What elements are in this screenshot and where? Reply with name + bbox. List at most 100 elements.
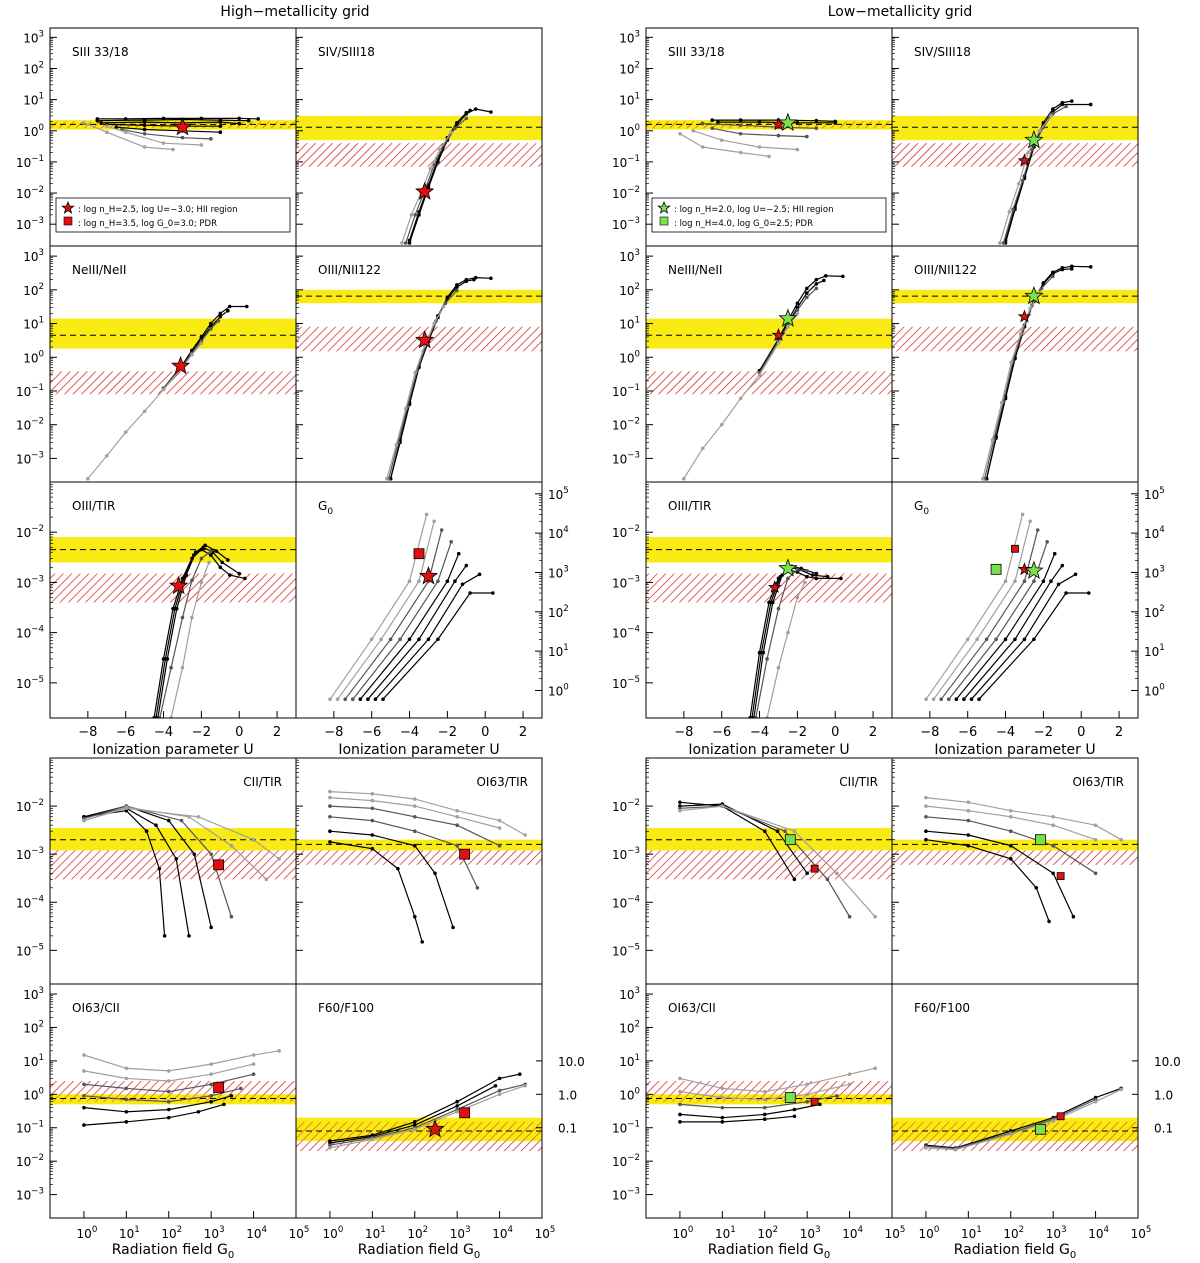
y-tick-label: 10−3 <box>16 574 44 590</box>
model-point <box>245 304 249 309</box>
model-point <box>424 512 429 517</box>
model-point <box>412 843 417 848</box>
model-point <box>218 311 223 316</box>
model-point <box>436 579 440 583</box>
model-point <box>814 576 819 581</box>
model-curve-2 <box>157 544 229 718</box>
panel-l-f60: F60/F100 10.0 1.0 0.1 100 101 102 103 104 105 Radi… <box>891 983 1181 1261</box>
x-tick-label: 104 <box>246 1225 267 1241</box>
x-tick-label: 103 <box>800 1225 821 1241</box>
model-point <box>166 1089 171 1094</box>
model-point <box>180 135 185 140</box>
model-curve-3 <box>999 115 1052 244</box>
model-curve-0 <box>390 276 491 479</box>
model-point <box>497 1088 502 1093</box>
model-point <box>203 543 207 548</box>
model-point <box>464 563 469 568</box>
model-point <box>990 438 995 442</box>
y-tick-label: 10−2 <box>16 185 44 201</box>
y-tick-label: 101 <box>619 92 640 108</box>
model-point <box>239 1086 243 1091</box>
model-point <box>962 697 966 701</box>
model-point <box>441 304 446 309</box>
model-curve-2 <box>940 529 1039 700</box>
yellow-band <box>296 115 542 141</box>
panel-title: OI63/TIR <box>1072 775 1124 789</box>
x-axis-label: Radiation field G0 <box>708 1242 831 1258</box>
model-curve-2 <box>925 1088 1122 1151</box>
y-tick-label: 103 <box>619 29 640 45</box>
model-point <box>417 579 421 583</box>
y-tick-label: 10.0 <box>558 1055 585 1069</box>
model-point <box>700 145 705 149</box>
red-hatch-band <box>50 573 296 603</box>
model-point <box>966 800 971 805</box>
model-point <box>209 1082 213 1087</box>
y-tick-label: 104 <box>1144 525 1165 541</box>
model-point <box>1030 147 1034 152</box>
model-point <box>370 833 375 837</box>
model-curve-0 <box>329 514 428 700</box>
model-point <box>966 843 971 848</box>
y-tick-label: 100 <box>619 1086 640 1102</box>
y-tick-label: 102 <box>1144 604 1165 620</box>
y-tick-label: 101 <box>619 316 640 332</box>
model-curve-7 <box>382 592 493 700</box>
y-tick-label: 102 <box>23 1019 44 1035</box>
model-point <box>1069 264 1074 269</box>
pdr-square-marker <box>459 1107 471 1119</box>
pdr-square-marker <box>1035 834 1046 846</box>
pdr-square-marker <box>1035 1123 1046 1135</box>
model-curve-0 <box>153 548 246 718</box>
model-point <box>1009 360 1014 365</box>
model-point <box>924 1146 928 1150</box>
model-curve-1 <box>390 279 475 479</box>
x-tick-label: 104 <box>492 1225 513 1241</box>
model-point <box>1028 306 1032 311</box>
model-curve-7 <box>978 592 1089 700</box>
y-tick-label: 10−2 <box>16 798 44 814</box>
model-point <box>428 167 433 171</box>
hii-star-marker <box>778 308 798 327</box>
panel-title: SIV/SIII18 <box>914 45 971 59</box>
x-tick-label: 100 <box>919 1225 940 1241</box>
pdr-square-marker <box>784 834 796 846</box>
pdr-square-marker <box>810 1097 819 1106</box>
x-tick-label: −4 <box>154 725 173 740</box>
model-point <box>776 606 781 611</box>
model-point <box>678 800 682 805</box>
model-point <box>328 804 332 808</box>
x-axis-label: Radiation field G0 <box>954 1242 1077 1258</box>
x-tick-label: −2 <box>192 725 211 740</box>
model-point <box>1051 1119 1055 1123</box>
model-point <box>1071 914 1076 919</box>
model-curve-2 <box>702 123 817 129</box>
model-point <box>761 650 766 655</box>
model-point <box>924 795 928 800</box>
model-point <box>358 697 363 701</box>
model-point <box>833 121 838 125</box>
model-point <box>1041 579 1046 583</box>
model-point <box>190 578 194 583</box>
model-point <box>767 154 771 159</box>
model-point <box>805 286 809 291</box>
model-curve-3 <box>87 342 202 480</box>
model-curve-2 <box>344 529 443 700</box>
model-point <box>1049 114 1053 118</box>
y-tick-label: 10−3 <box>612 846 640 862</box>
model-point <box>400 241 404 245</box>
model-point <box>218 314 223 319</box>
x-tick-label: 2 <box>273 725 281 740</box>
model-point <box>814 118 819 123</box>
model-point <box>1008 843 1013 848</box>
legend-star-icon <box>657 200 671 214</box>
yellow-band <box>50 828 296 851</box>
y-tick-label: 103 <box>23 29 44 45</box>
model-point <box>209 321 213 326</box>
model-point <box>328 840 332 844</box>
model-point <box>455 814 459 819</box>
model-point <box>472 277 476 282</box>
model-point <box>438 147 442 152</box>
model-point <box>1051 271 1055 276</box>
model-point <box>379 637 383 642</box>
